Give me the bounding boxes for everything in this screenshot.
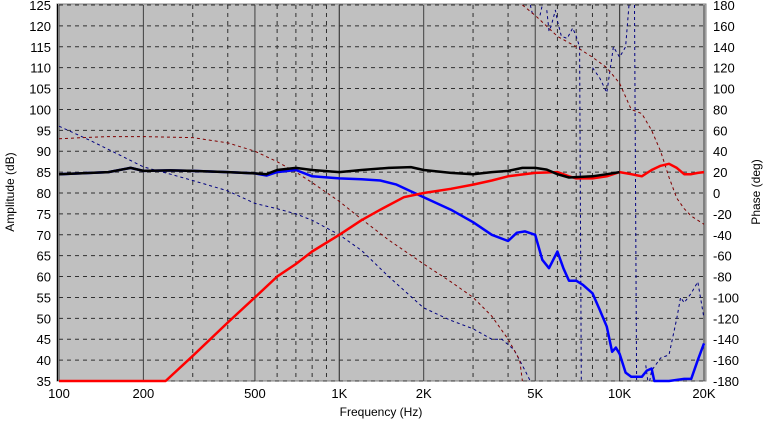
y-tick-label: 55 <box>37 290 51 305</box>
y-tick-label: 40 <box>37 353 51 368</box>
y2-tick-label: 180 <box>713 0 735 13</box>
x-tick-label: 100 <box>48 386 70 401</box>
y2-tick-label: 20 <box>713 165 727 180</box>
y2-axis-label: Phase (deg) <box>749 159 763 224</box>
y2-tick-label: 140 <box>713 40 735 55</box>
y2-tick-label: -60 <box>713 249 732 264</box>
y2-tick-label: 60 <box>713 123 727 138</box>
y-tick-label: 85 <box>37 165 51 180</box>
y-axis-right: -180 -160 -140 -120 -100 -80 -60 -40 -20 0 20 40 60 8… <box>713 0 739 389</box>
x-tick-label: 200 <box>133 386 155 401</box>
y-axis-label: Amplitude (dB) <box>3 152 17 231</box>
y-tick-label: 95 <box>37 123 51 138</box>
y-tick-label: 125 <box>29 0 51 13</box>
y-tick-label: 100 <box>29 102 51 117</box>
x-tick-label: 5K <box>527 386 543 401</box>
y-tick-label: 65 <box>37 249 51 264</box>
y-tick-label: 60 <box>37 270 51 285</box>
y2-tick-label: 0 <box>713 186 720 201</box>
y2-tick-label: 100 <box>713 82 735 97</box>
x-tick-label: 10K <box>608 386 631 401</box>
woofer-amplitude-line <box>58 166 706 383</box>
y2-tick-label: -120 <box>713 311 739 326</box>
y2-tick-label: -100 <box>713 290 739 305</box>
y-tick-label: 105 <box>29 82 51 97</box>
y-tick-label: 45 <box>37 332 51 347</box>
y-tick-label: 70 <box>37 228 51 243</box>
x-axis: 100 200 500 1K 2K 5K 10K 20K <box>48 386 716 401</box>
x-tick-label: 1K <box>331 386 347 401</box>
y-tick-label: 75 <box>37 207 51 222</box>
y-tick-label: 110 <box>30 61 51 76</box>
y2-tick-label: -40 <box>713 228 732 243</box>
y2-tick-label: -20 <box>713 207 732 222</box>
tweeter-phase-line <box>58 4 705 382</box>
grid <box>58 4 705 382</box>
x-axis-label: Frequency (Hz) <box>340 405 423 419</box>
y2-tick-label: 120 <box>713 61 735 76</box>
y-tick-label: 35 <box>37 374 51 389</box>
y2-tick-label: -140 <box>713 332 739 347</box>
tweeter-amplitude-line <box>59 162 705 383</box>
series-layer <box>58 4 706 383</box>
y-axis-left: 35 40 45 50 55 60 65 70 75 80 85 90 95 100 105 110 115 12… <box>29 0 51 389</box>
system-amplitude-line <box>58 165 620 179</box>
y2-tick-label: 160 <box>713 19 735 34</box>
y-tick-label: 90 <box>37 144 51 159</box>
x-tick-label: 2K <box>416 386 432 401</box>
woofer-phase-line <box>58 4 705 382</box>
y-tick-label: 80 <box>37 186 51 201</box>
y2-tick-label: 80 <box>713 102 727 117</box>
y2-tick-label: -180 <box>713 374 739 389</box>
y-tick-label: 120 <box>29 19 51 34</box>
y-tick-label: 50 <box>37 311 51 326</box>
y2-tick-label: -80 <box>713 270 732 285</box>
x-tick-label: 20K <box>692 386 715 401</box>
y2-tick-label: 40 <box>713 144 727 159</box>
y2-tick-label: -160 <box>713 353 739 368</box>
x-tick-label: 500 <box>244 386 266 401</box>
y-tick-label: 115 <box>30 40 51 55</box>
